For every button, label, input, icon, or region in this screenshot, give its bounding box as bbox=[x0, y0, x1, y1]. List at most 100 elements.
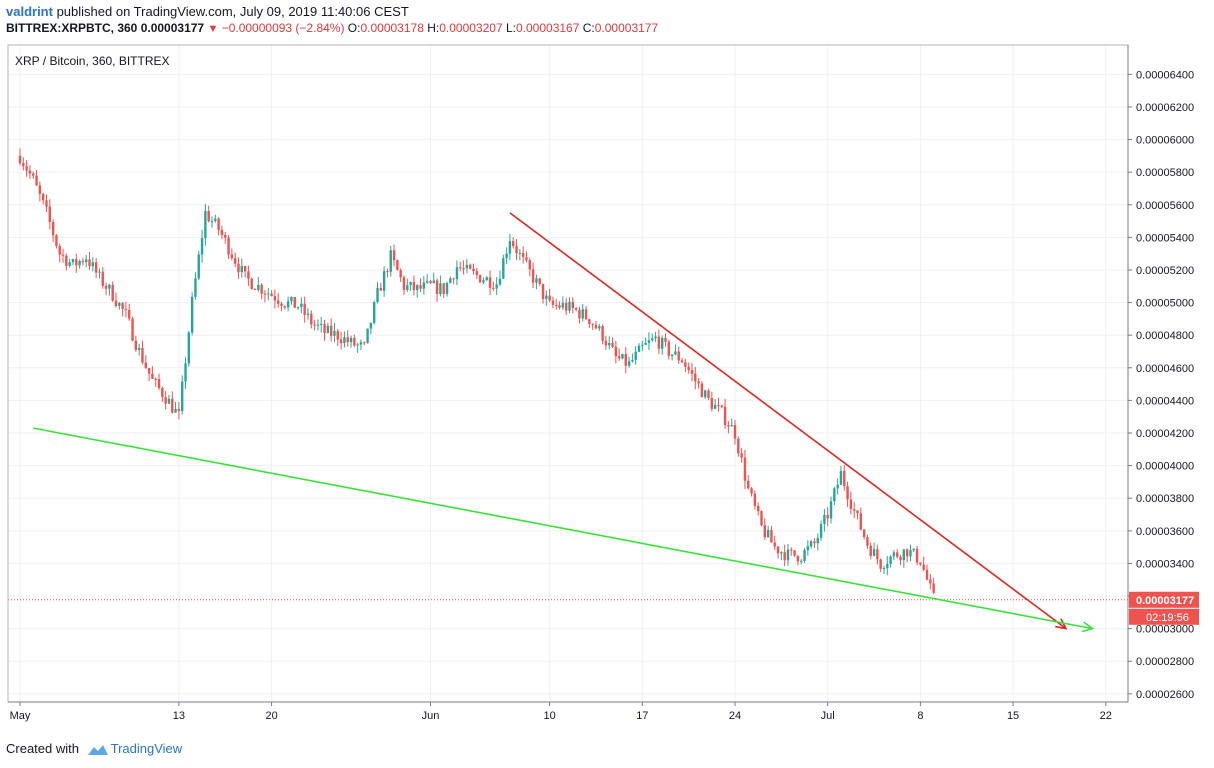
candle-down bbox=[35, 169, 38, 186]
candle-up bbox=[730, 418, 733, 427]
candle-up bbox=[204, 203, 207, 246]
candle-up bbox=[187, 330, 191, 367]
candle-down bbox=[512, 237, 515, 249]
candle-down bbox=[760, 510, 763, 527]
candle-down bbox=[171, 391, 174, 414]
last-price-tag: 0.00003177 02:19:56 bbox=[1129, 591, 1199, 625]
candle-down bbox=[680, 358, 684, 363]
countdown-tag-value: 02:19:56 bbox=[1146, 612, 1189, 624]
candle-up bbox=[713, 398, 717, 410]
time-axis[interactable]: May 13 20 Jun 10 17 24 Jul 8 15 22 bbox=[10, 702, 1112, 722]
price-tick-label: 0.00006000 bbox=[1136, 135, 1194, 147]
candle-down bbox=[293, 296, 296, 308]
candle-down bbox=[462, 260, 465, 275]
candle-down bbox=[399, 268, 402, 283]
candle-down bbox=[584, 306, 588, 321]
candle-down bbox=[329, 318, 333, 342]
price-tick-label: 0.00004200 bbox=[1136, 428, 1194, 440]
price-axis[interactable]: 0.00006400 0.00006200 0.00006000 0.00005800… bbox=[1128, 69, 1194, 701]
candle-up bbox=[882, 565, 886, 575]
candle-down bbox=[379, 282, 383, 291]
candle-down bbox=[28, 165, 32, 179]
price-tick-label: 0.00005600 bbox=[1136, 200, 1194, 212]
candle-up bbox=[912, 548, 915, 553]
candle-down bbox=[104, 282, 108, 296]
candle-up bbox=[306, 308, 310, 320]
candle-down bbox=[753, 490, 757, 510]
resistance-trendline bbox=[509, 212, 1068, 630]
candlesticks bbox=[18, 148, 935, 595]
candle-up bbox=[654, 331, 657, 342]
candle-down bbox=[65, 253, 68, 271]
low-value: 0.00003167 bbox=[515, 21, 580, 35]
candle-down bbox=[876, 544, 879, 565]
candle-down bbox=[793, 550, 796, 557]
candle-down bbox=[541, 283, 545, 304]
candle-down bbox=[58, 243, 61, 263]
footer: Created with TradingView bbox=[6, 741, 182, 757]
candle-up bbox=[382, 266, 386, 297]
candle-up bbox=[439, 275, 442, 297]
candle-down bbox=[555, 298, 558, 310]
candle-down bbox=[273, 289, 277, 309]
candle-up bbox=[369, 322, 373, 335]
candle-down bbox=[237, 257, 240, 279]
candle-down bbox=[161, 386, 164, 402]
published-text: published on TradingView.com, July 09, 2… bbox=[52, 4, 409, 19]
candle-down bbox=[478, 274, 482, 284]
candle-down bbox=[677, 346, 680, 364]
tradingview-link[interactable]: TradingView bbox=[110, 741, 183, 756]
candle-down bbox=[664, 333, 667, 347]
candle-up bbox=[118, 301, 121, 310]
author-name[interactable]: valdrint bbox=[6, 4, 53, 19]
candle-up bbox=[909, 544, 912, 562]
candle-down bbox=[247, 265, 250, 287]
high-value: 0.00003207 bbox=[439, 21, 503, 35]
price-change: −0.00000093 (−2.84%) bbox=[221, 21, 345, 35]
candle-down bbox=[336, 328, 339, 346]
time-tick-label: 22 bbox=[1100, 710, 1112, 722]
candle-down bbox=[773, 535, 776, 551]
candle-up bbox=[416, 284, 419, 298]
candle-down bbox=[346, 330, 349, 347]
candle-down bbox=[727, 420, 730, 434]
price-tick-label: 0.00005400 bbox=[1136, 232, 1194, 244]
close-label: C: bbox=[582, 21, 595, 35]
candle-down bbox=[578, 306, 581, 324]
candle-down bbox=[776, 545, 780, 559]
candle-down bbox=[707, 388, 710, 401]
candle-down bbox=[919, 562, 922, 566]
candle-up bbox=[316, 319, 320, 331]
candle-down bbox=[124, 301, 128, 318]
publish-info: valdrint published on TradingView.com, J… bbox=[6, 4, 409, 19]
candle-down bbox=[826, 507, 829, 526]
candle-down bbox=[134, 335, 138, 352]
candle-down bbox=[144, 355, 147, 369]
candle-down bbox=[51, 219, 55, 242]
candle-up bbox=[214, 214, 217, 223]
candle-up bbox=[320, 316, 323, 333]
high-label: H: bbox=[427, 21, 440, 35]
candle-up bbox=[598, 323, 601, 331]
candle-up bbox=[425, 274, 429, 285]
candle-down bbox=[604, 335, 608, 351]
price-tick-label: 0.00002600 bbox=[1136, 689, 1194, 701]
candle-down bbox=[899, 555, 902, 566]
candle-down bbox=[694, 366, 697, 390]
price-tick-label: 0.00005200 bbox=[1136, 265, 1194, 277]
candle-down bbox=[435, 278, 439, 302]
candle-down bbox=[747, 474, 750, 490]
down-arrow-icon: ▼ bbox=[207, 23, 219, 35]
candle-down bbox=[796, 555, 800, 566]
candle-up bbox=[137, 343, 141, 356]
candle-down bbox=[531, 262, 535, 289]
trendlines[interactable] bbox=[33, 212, 1095, 633]
candle-down bbox=[339, 332, 343, 350]
candle-up bbox=[839, 465, 843, 485]
candle-down bbox=[710, 391, 714, 412]
candle-up bbox=[359, 339, 363, 351]
candle-down bbox=[929, 573, 932, 590]
candle-down bbox=[128, 303, 131, 321]
candle-down bbox=[164, 390, 167, 410]
